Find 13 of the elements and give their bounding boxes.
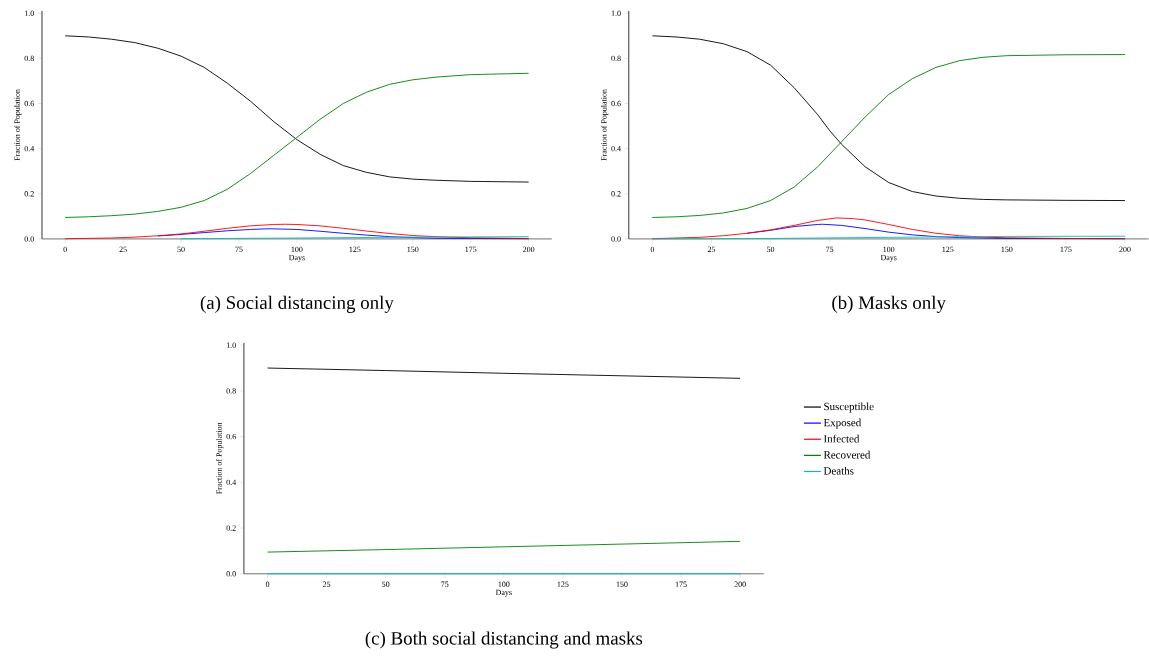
text: (c) Both social distancing and masks: [365, 631, 643, 649]
legend-label: Exposed: [823, 418, 862, 429]
line-series: [267, 541, 741, 553]
text: (a) Social distancing only: [200, 295, 394, 314]
line-series: [64, 223, 530, 240]
line-series: [267, 367, 741, 379]
legend-label: Deaths: [823, 467, 854, 475]
text: (b) Masks only: [832, 295, 946, 314]
legend-label: Recovered: [823, 450, 871, 459]
line-series: [64, 35, 530, 183]
line-series: [651, 35, 1126, 202]
legend-label: Infected: [823, 434, 860, 443]
legend-label: Susceptible: [824, 402, 874, 413]
